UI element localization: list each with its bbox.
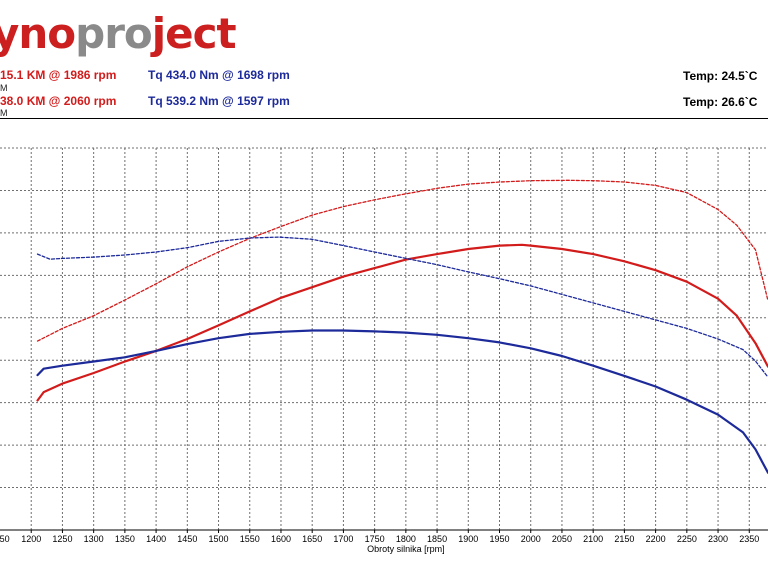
x-tick-label-edge: 1150 xyxy=(0,534,10,544)
x-tick-label: 1200 xyxy=(21,534,41,544)
header-divider xyxy=(0,118,768,119)
x-tick-label: 1250 xyxy=(52,534,72,544)
x-tick-label: 1300 xyxy=(84,534,104,544)
run2-torque: Tq 539.2 Nm @ 1597 rpm xyxy=(148,94,290,108)
run2-sub: M xyxy=(0,108,8,118)
dyno-chart: 1200 1250 1300 1350 1400 1450 1500 1550 1600 1650… xyxy=(0,147,768,554)
x-tick-label: 2150 xyxy=(614,534,634,544)
run1-temp: Temp: 24.5`C xyxy=(683,69,758,83)
x-tick-label: 1400 xyxy=(146,534,166,544)
x-tick-label: 2000 xyxy=(521,534,541,544)
x-tick-label: 1600 xyxy=(271,534,291,544)
x-tick-label: 1800 xyxy=(396,534,416,544)
x-axis-label: Obroty silnika [rpm] xyxy=(367,544,445,554)
x-tick-label: 1500 xyxy=(209,534,229,544)
logo-part-pro: pro xyxy=(75,9,153,58)
run1-power: 15.1 KM @ 1986 rpm xyxy=(0,68,117,82)
run1-torque: Tq 434.0 Nm @ 1698 rpm xyxy=(148,68,290,82)
logo-part-ject: ject xyxy=(151,9,237,58)
x-tick-label: 1550 xyxy=(240,534,260,544)
x-tick-label: 2300 xyxy=(708,534,728,544)
x-tick-label: 1850 xyxy=(427,534,447,544)
series-line-4 xyxy=(36,236,768,378)
run1-sub: M xyxy=(0,83,8,93)
run2-temp: Temp: 26.6`C xyxy=(683,95,758,109)
series-line-1 xyxy=(36,243,768,402)
run2-power: 38.0 KM @ 2060 rpm xyxy=(0,94,117,108)
x-axis-ticks: 1200 1250 1300 1350 1400 1450 1500 1550 1600 1650… xyxy=(0,530,759,544)
chart-grid xyxy=(0,147,768,530)
chart-curves xyxy=(36,179,768,474)
x-tick-label: 1700 xyxy=(333,534,353,544)
x-tick-label: 2100 xyxy=(583,534,603,544)
x-tick-label: 2050 xyxy=(552,534,572,544)
x-tick-label: 1350 xyxy=(115,534,135,544)
x-tick-label: 2200 xyxy=(646,534,666,544)
report-header: ynoproject 15.1 KM @ 1986 rpm Tq 434.0 N… xyxy=(0,0,768,118)
x-tick-label: 1950 xyxy=(489,534,509,544)
x-tick-label: 1450 xyxy=(177,534,197,544)
logo-part-dyno: yno xyxy=(0,9,76,58)
dynoproject-logo: ynoproject xyxy=(0,9,237,58)
x-tick-label: 1750 xyxy=(365,534,385,544)
x-tick-label: 2250 xyxy=(677,534,697,544)
x-tick-label: 1900 xyxy=(458,534,478,544)
series-line-2 xyxy=(36,329,768,474)
x-tick-label: 2350 xyxy=(739,534,759,544)
series-line-3 xyxy=(36,179,768,342)
x-tick-label: 1650 xyxy=(302,534,322,544)
